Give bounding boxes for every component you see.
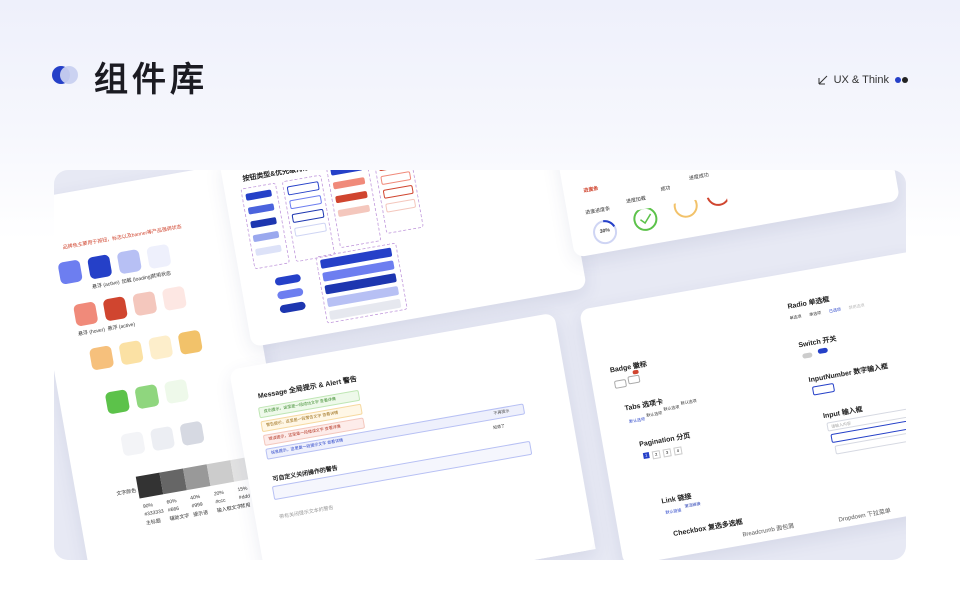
input-placeholder: 请输入内容 xyxy=(830,420,852,429)
primary-label-4: 禁用状态 xyxy=(150,270,172,281)
primary-swatch-1 xyxy=(57,259,83,285)
primary-label-3: 加载 (loading) xyxy=(121,273,153,286)
card-fade xyxy=(260,489,596,560)
alert-info-action[interactable]: 不再提示 xyxy=(493,407,510,416)
gray-pct-5: 15% xyxy=(237,485,249,494)
badge-button-1[interactable] xyxy=(613,378,628,389)
gray-name-4: 输入框文字 xyxy=(216,503,243,515)
gray-pct-2: 60% xyxy=(166,498,178,506)
radio-option-checked[interactable]: 已选项 xyxy=(828,306,842,314)
danger-swatch-1 xyxy=(72,301,99,327)
gray-name-2: 辅助文字 xyxy=(169,513,190,523)
badge-button-2[interactable] xyxy=(627,374,641,385)
progress-label-2: 进度加载 xyxy=(625,195,647,205)
primary-swatch-3 xyxy=(116,248,143,275)
gray-pct-4: 20% xyxy=(213,489,225,498)
primary-label-2: 悬浮 (active) xyxy=(91,279,121,291)
checkbox-title: Checkbox 复选多选框 xyxy=(672,518,744,538)
component-board: 品牌色主要用于按钮，标志以及banner等产品强调状态 悬浮 (active) … xyxy=(54,170,906,560)
pagination-title: Pagination 分页 xyxy=(638,432,691,449)
progress-title: 进度条 xyxy=(583,185,599,195)
board-canvas: 品牌色主要用于按钮，标志以及banner等产品强调状态 悬浮 (active) … xyxy=(54,170,906,560)
tab-1[interactable]: 默认选项 xyxy=(628,416,646,424)
warning-swatch-1 xyxy=(88,345,115,371)
gray-name-1: 主标题 xyxy=(145,518,162,527)
warning-swatch-2 xyxy=(118,339,144,366)
page-2[interactable]: 2 xyxy=(651,450,661,460)
switch-title: Switch 开关 xyxy=(797,335,838,350)
closable-alert-2: 带有关闭提示文本的警告 xyxy=(278,504,335,521)
trend-arrow-icon xyxy=(818,75,827,85)
brand-name: UX & Think xyxy=(833,74,889,86)
gray-name-5: 禁用 xyxy=(240,502,251,511)
danger-swatch-4 xyxy=(161,285,188,312)
progress-card: 进度条 进度进度条 进度加载 成功 进度成功 30% xyxy=(549,170,901,258)
gray-pct-3: 40% xyxy=(189,493,201,502)
gray-hex-2: #666 xyxy=(167,505,180,514)
link-active[interactable]: 激活链接 xyxy=(684,500,701,509)
danger-label-2: 悬浮 (active) xyxy=(107,321,136,333)
page-4[interactable]: 4 xyxy=(673,446,683,456)
success-swatch-1 xyxy=(104,389,131,415)
alert-close[interactable]: 知道了 xyxy=(492,422,506,430)
neutral-swatch-a xyxy=(120,431,146,457)
inputnumber-title: InputNumber 数字输入框 xyxy=(808,363,889,385)
radio-option-1[interactable]: 单选项 xyxy=(789,313,802,321)
primary-swatch-4 xyxy=(146,243,172,270)
page-1[interactable]: 1 xyxy=(642,452,650,460)
gray-hex-4: #ccc xyxy=(214,497,227,506)
neutral-swatch-b xyxy=(149,425,176,452)
gray-name-3: 提示语 xyxy=(192,509,209,519)
gray-hex-5: #ddd xyxy=(238,493,251,502)
progress-rings xyxy=(593,194,731,245)
tab-3[interactable]: 默认选项 xyxy=(663,404,680,412)
success-swatch-2 xyxy=(134,383,160,410)
link-default[interactable]: 默认链接 xyxy=(665,507,682,516)
gray-pct-1: 90% xyxy=(142,502,154,510)
page-3[interactable]: 3 xyxy=(662,448,672,458)
radio-option-2[interactable]: 单选项 xyxy=(808,310,822,318)
inputnumber-field[interactable] xyxy=(811,382,836,396)
progress-label-3: 成功 xyxy=(660,185,671,193)
tab-4[interactable]: 默认选项 xyxy=(680,398,697,406)
brand-dots-icon xyxy=(895,77,908,83)
neutral-swatch-c xyxy=(179,420,205,447)
round-button-2[interactable] xyxy=(276,287,304,300)
badge-title: Badge 徽标 xyxy=(609,361,648,375)
warning-swatch-4 xyxy=(177,329,203,356)
danger-swatch-2 xyxy=(102,296,129,322)
round-button-3[interactable] xyxy=(279,301,307,314)
round-button-1[interactable] xyxy=(274,273,302,287)
gray-hex-1: #333333 xyxy=(143,508,165,518)
gray-hex-3: #999 xyxy=(191,501,204,510)
warning-swatch-3 xyxy=(147,334,174,361)
message-card: Message 全局提示 & Alert 警告 成功提示，这里是一段成功文字 查… xyxy=(229,312,596,560)
logo-mark-icon xyxy=(52,64,78,86)
progress-label-4: 进度成功 xyxy=(688,172,710,182)
danger-label-1: 悬浮 (hover) xyxy=(77,326,106,338)
switch-off[interactable] xyxy=(802,352,813,359)
danger-swatch-3 xyxy=(132,290,158,317)
radio-option-disabled: 禁用选项 xyxy=(848,302,865,311)
tab-2[interactable]: 默认选项 xyxy=(645,410,663,418)
primary-swatch-2 xyxy=(87,254,113,280)
brand-tag: UX & Think xyxy=(818,74,908,86)
neutral-head: 文字颜色 xyxy=(116,487,137,498)
pagination: 1 2 3 4 xyxy=(642,446,683,461)
success-swatch-3 xyxy=(163,378,190,405)
radio-title: Radio 单选框 xyxy=(787,296,831,311)
switch-on[interactable] xyxy=(817,347,829,355)
page-title: 组件库 xyxy=(94,60,208,100)
